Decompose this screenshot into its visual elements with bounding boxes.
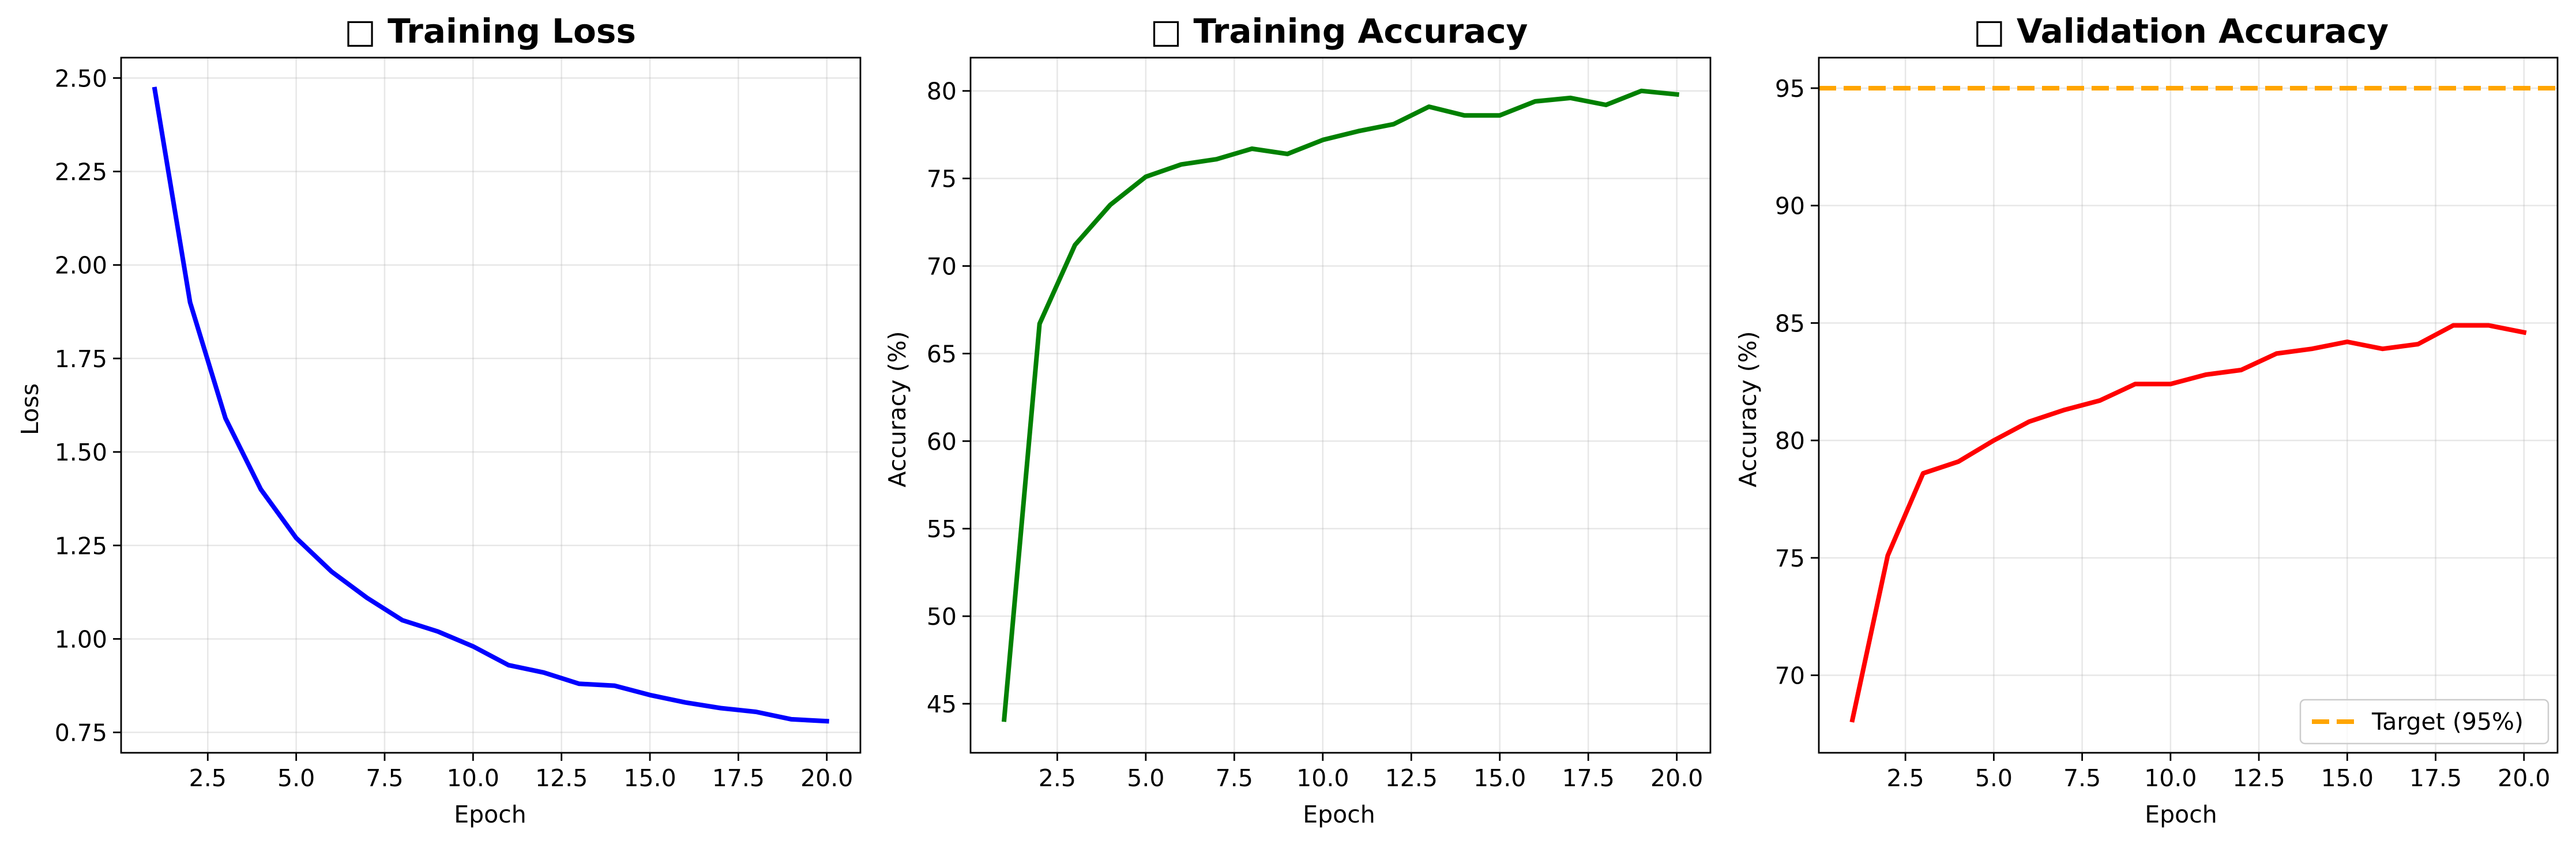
panel-training-loss: □ Training Loss Epoch Loss 2.5 5.0 7.5 10.0… [16, 12, 862, 828]
legend: Target (95%) [2299, 699, 2549, 745]
plot-frame [120, 56, 862, 754]
x-tick-label: 20.0 [2498, 764, 2550, 792]
x-axis-label: Epoch [1303, 801, 1375, 828]
plot-frame [1818, 56, 2559, 754]
y-axis-label: Accuracy (%) [883, 331, 911, 487]
y-tick-label: 80 [927, 78, 957, 105]
y-tick-label: 65 [927, 340, 957, 368]
y-axis-label: Loss [16, 383, 44, 435]
chart-title: □ Training Loss [344, 12, 636, 51]
legend-box [2299, 699, 2549, 745]
y-tick-label: 1.00 [55, 625, 107, 653]
grid [1819, 58, 2558, 753]
series-line [152, 86, 829, 724]
y-tick-label: 75 [1775, 545, 1805, 572]
legend-label: Target (95%) [2371, 708, 2524, 735]
x-tick-label: 15.0 [1473, 764, 1526, 792]
x-tick-label: 12.5 [2232, 764, 2285, 792]
x-tick-label: 17.5 [712, 764, 765, 792]
x-tick-label: 15.0 [2321, 764, 2374, 792]
x-tick-label: 2.5 [1887, 764, 1924, 792]
grid [971, 58, 1710, 753]
x-tick-label: 20.0 [800, 764, 853, 792]
y-tick-label: 90 [1775, 193, 1805, 220]
panel-training-accuracy: □ Training Accuracy Epoch Accuracy (%) 2… [883, 12, 1712, 828]
y-tick-label: 95 [1775, 75, 1805, 103]
x-tick-label: 17.5 [2409, 764, 2462, 792]
x-tick-label: 10.0 [2144, 764, 2197, 792]
x-axis-label: Epoch [2145, 801, 2217, 828]
x-tick-label: 2.5 [1039, 764, 1076, 792]
series-line [1001, 88, 1680, 722]
y-tick-label: 2.00 [55, 252, 107, 280]
x-tick-label: 12.5 [1385, 764, 1438, 792]
y-tick-label: 2.25 [55, 159, 107, 186]
x-tick-label: 7.5 [366, 764, 403, 792]
y-tick-label: 0.75 [55, 719, 107, 747]
y-tick-label: 1.50 [55, 439, 107, 466]
y-axis-label: Accuracy (%) [1734, 331, 1762, 487]
plot-frame [969, 56, 1712, 754]
x-tick-label: 17.5 [1562, 764, 1615, 792]
y-tick-label: 45 [927, 691, 957, 718]
y-tick-label: 1.25 [55, 532, 107, 560]
x-tick-label: 10.0 [1296, 764, 1349, 792]
y-tick-label: 1.75 [55, 345, 107, 373]
y-tick-label: 80 [1775, 427, 1805, 455]
y-tick-label: 50 [927, 603, 957, 631]
x-tick-label: 12.5 [535, 764, 588, 792]
x-tick-label: 5.0 [277, 764, 315, 792]
y-tick-label: 70 [1775, 662, 1805, 690]
x-tick-label: 5.0 [1127, 764, 1164, 792]
x-tick-label: 2.5 [189, 764, 227, 792]
y-tick-label: 75 [927, 165, 957, 193]
x-tick-label: 20.0 [1650, 764, 1703, 792]
chart-title: □ Validation Accuracy [1973, 12, 2389, 51]
series-line [1849, 323, 2527, 723]
x-tick-label: 15.0 [623, 764, 676, 792]
x-tick-label: 7.5 [1216, 764, 1253, 792]
x-tick-label: 10.0 [447, 764, 499, 792]
y-tick-label: 70 [927, 252, 957, 280]
x-tick-label: 5.0 [1975, 764, 2013, 792]
grid [121, 58, 860, 753]
x-tick-label: 7.5 [2063, 764, 2101, 792]
y-tick-label: 85 [1775, 310, 1805, 337]
y-tick-label: 60 [927, 428, 957, 455]
panel-validation-accuracy: □ Validation Accuracy Epoch Accuracy (%)… [1734, 12, 2559, 828]
y-tick-label: 2.50 [55, 65, 107, 92]
chart-title: □ Training Accuracy [1150, 12, 1528, 51]
y-tick-label: 55 [927, 515, 957, 543]
x-axis-label: Epoch [454, 801, 527, 828]
